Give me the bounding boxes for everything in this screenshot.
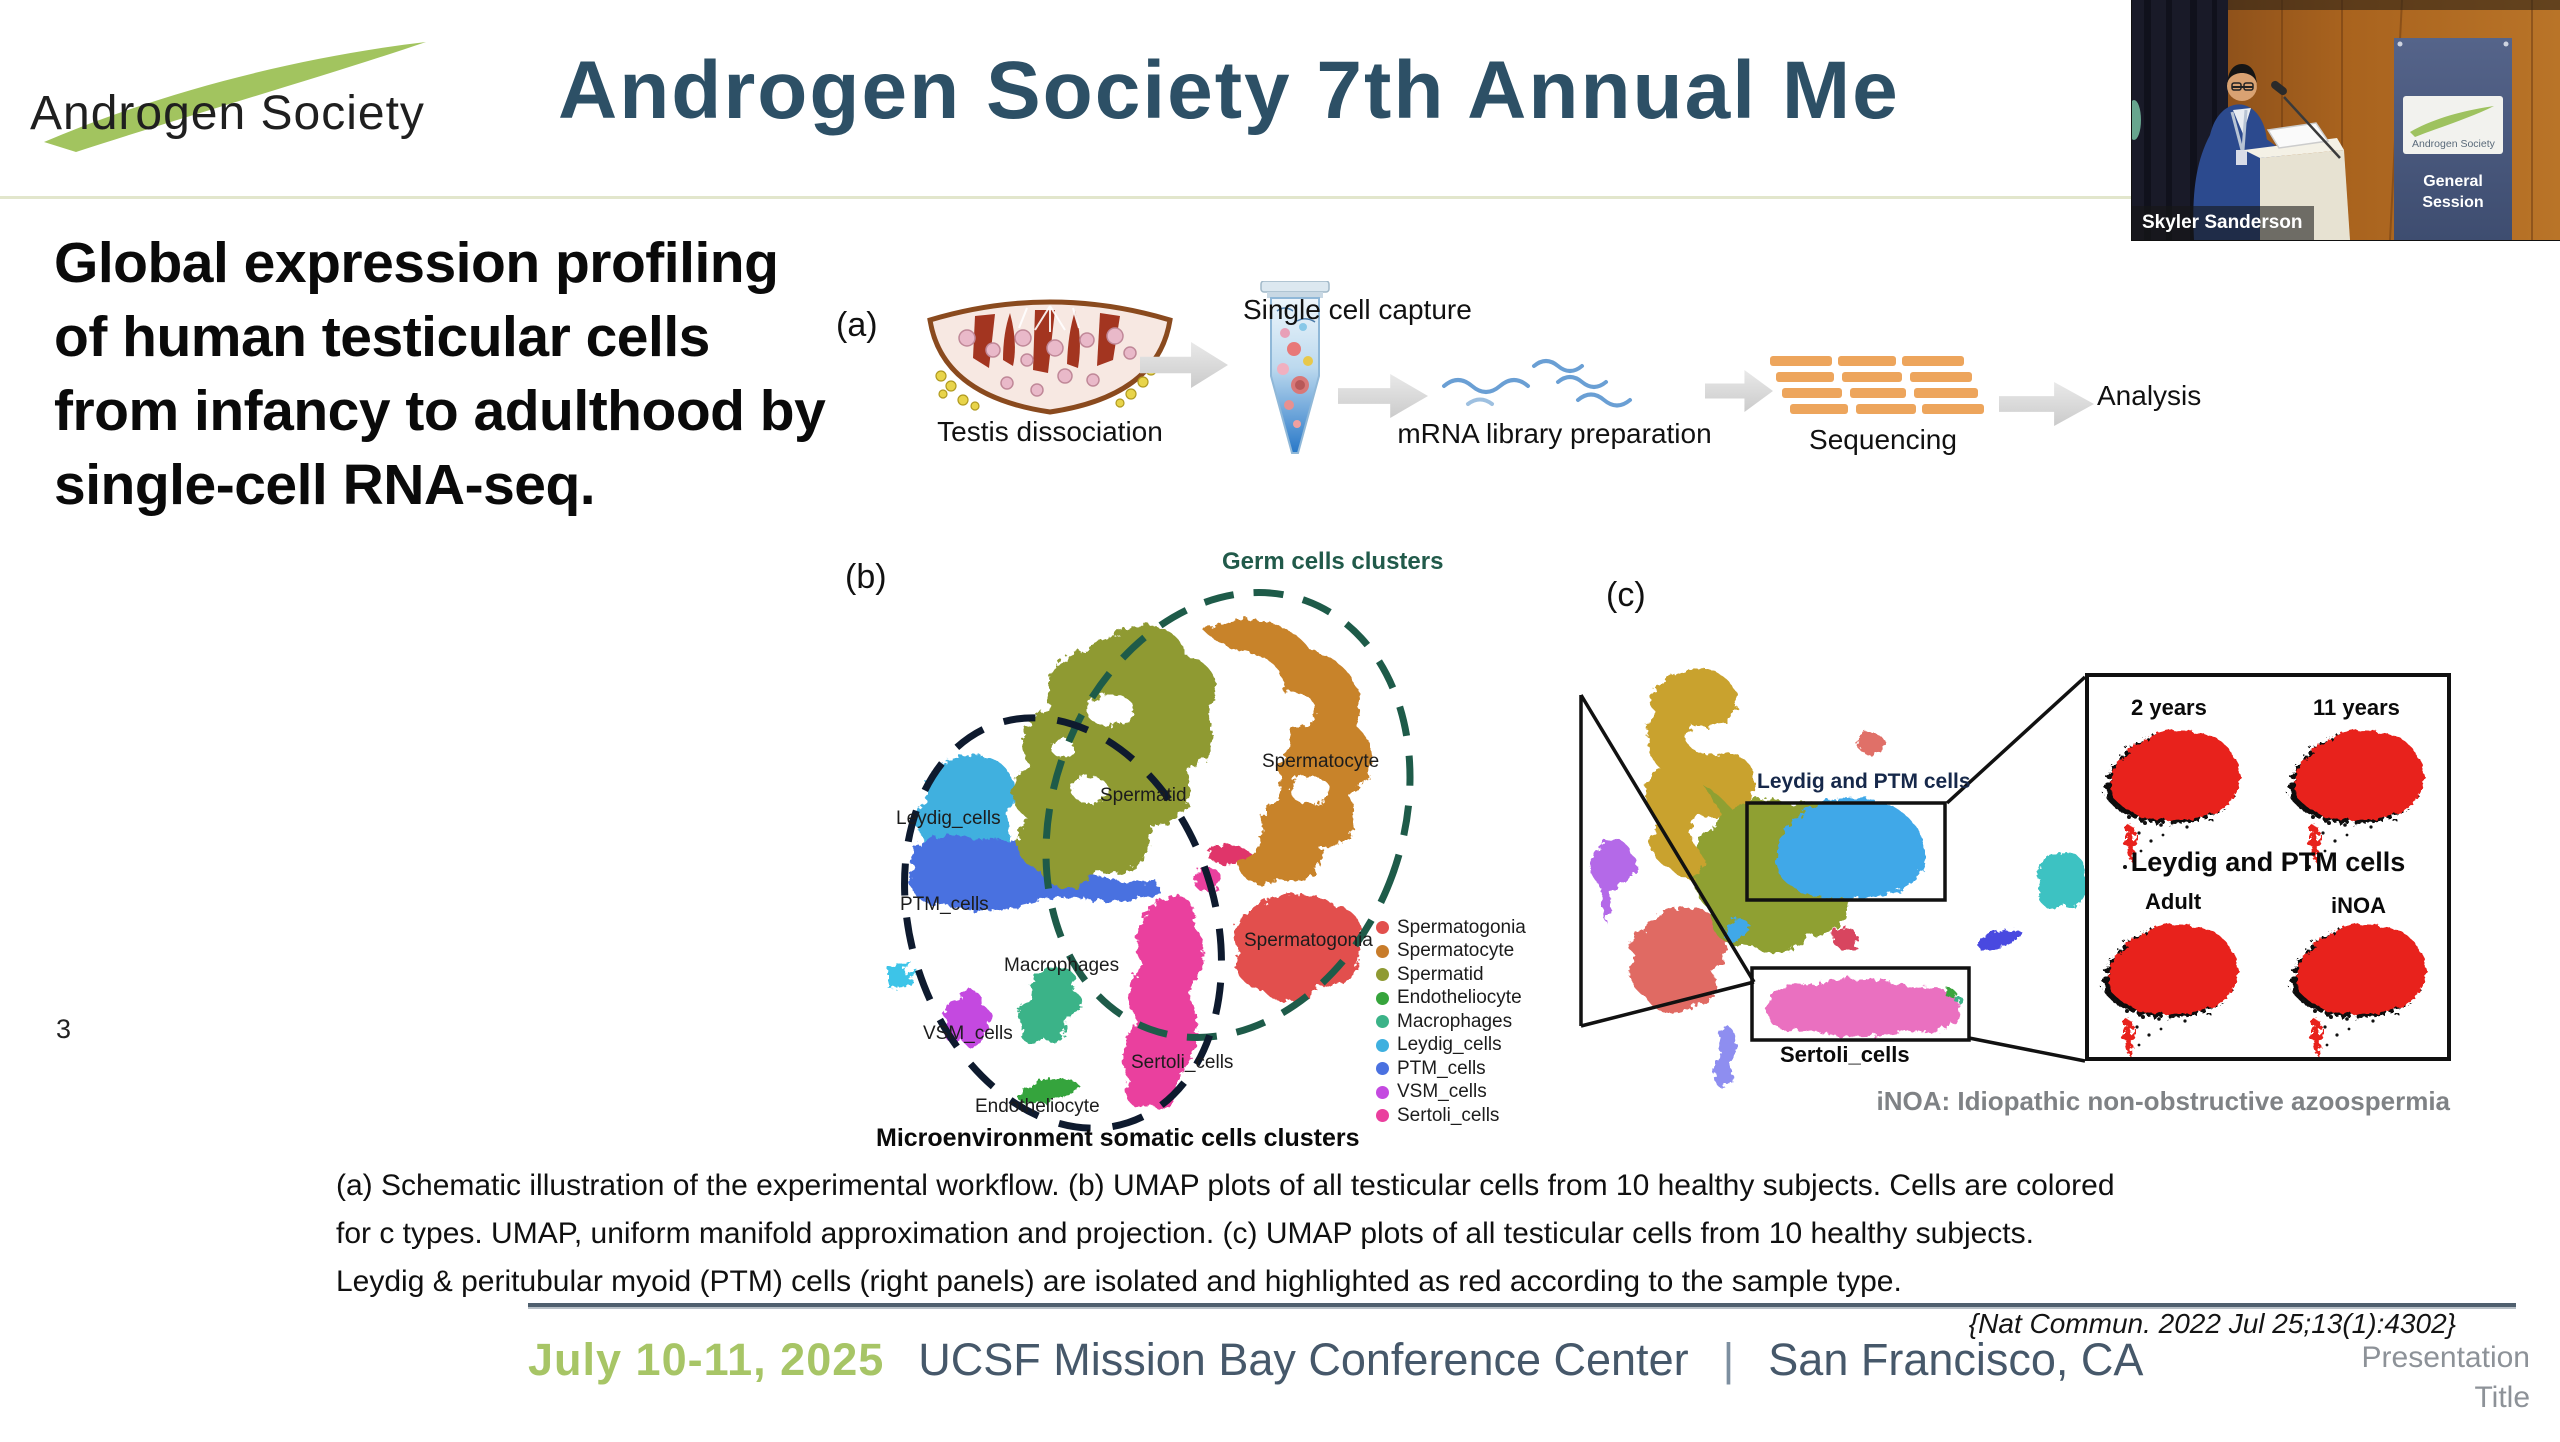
umap-panel-c <box>1579 669 2087 1089</box>
testis-illustration <box>927 299 1173 415</box>
banner-logo-text: Androgen Society <box>2412 138 2496 150</box>
tube-illustration <box>1260 281 1330 454</box>
legend-dot <box>1376 1109 1389 1123</box>
legend-item: Leydig_cells <box>1376 1034 1526 1058</box>
step-sequencing: Sequencing <box>1809 424 1957 455</box>
microphone-icon <box>2271 80 2341 159</box>
cluster-label-vsm: VSM_cells <box>923 1023 1013 1044</box>
arrow-right-icon <box>1999 382 2094 426</box>
legend-item: Macrophages <box>1376 1010 1526 1034</box>
cluster-label-leydig: Leydig_cells <box>896 808 1001 829</box>
sertoli-box-label: Sertoli_cells <box>1780 1042 1910 1067</box>
sample-comparison-inset: 2 years 11 years Leydig and PTM cells Ad… <box>2085 673 2451 1061</box>
inset-label-inoa: iNOA <box>2331 893 2386 918</box>
step-mrna-library: mRNA library preparation <box>1397 418 1712 449</box>
androgen-society-logo: Androgen Society <box>30 87 425 140</box>
figure-caption: (a) Schematic illustration of the experi… <box>336 1162 2115 1306</box>
cluster-label-ptm: PTM_cells <box>900 894 989 915</box>
legend-item: VSM_cells <box>1376 1081 1526 1105</box>
somatic-clusters-title: Microenvironment somatic cells clusters <box>876 1124 1360 1152</box>
banner-session-line1: General <box>2423 173 2483 190</box>
cluster-label-spermatocyte: Spermatocyte <box>1262 751 1380 772</box>
caption-line: Leydig & peritubular myoid (PTM) cells (… <box>336 1265 1902 1298</box>
panel-b-label: (b) <box>845 558 887 596</box>
cluster-label-sertoli: Sertoli_cells <box>1131 1052 1234 1073</box>
umap-panel-b <box>888 589 1414 1132</box>
caption-line: (a) Schematic illustration of the experi… <box>336 1169 2115 1202</box>
somatic-cluster-outline <box>901 714 1225 1132</box>
event-dates: July 10-11, 2025 <box>528 1334 885 1385</box>
step-analysis: Analysis <box>2097 380 2202 411</box>
logo-swoosh-icon <box>44 42 426 152</box>
caption-line: for c types. UMAP, uniform manifold appr… <box>336 1217 2034 1250</box>
arrow-right-icon <box>1338 374 1428 418</box>
cluster-label-spermatogonia: Spermatogonia <box>1244 930 1373 951</box>
sertoli-roi-box <box>1750 966 1971 1042</box>
banner-session-line2: Session <box>2422 194 2483 211</box>
cluster-label-macrophages: Macrophages <box>1004 955 1120 976</box>
legend-dot <box>1376 1038 1389 1052</box>
legend-dot <box>1376 1085 1389 1099</box>
legend-dot <box>1376 991 1389 1005</box>
inset-label-11-years: 11 years <box>2313 695 2400 720</box>
header-divider <box>0 196 2560 199</box>
footer-separator: | <box>1722 1334 1735 1385</box>
legend-dot <box>1376 1062 1389 1076</box>
step-single-cell-capture: Single cell capture <box>1243 294 1472 325</box>
panel-a-label: (a) <box>836 306 878 344</box>
presentation-title-placeholder: Presentation Title <box>2361 1341 2530 1414</box>
germ-cluster-outline <box>1042 589 1414 1041</box>
cluster-label-spermatid: Spermatid <box>1100 785 1187 806</box>
slide-title: Global expression profiling of human tes… <box>54 231 826 517</box>
leydig-ptm-roi-box <box>1745 801 1947 902</box>
legend-item: Endotheliocyte <box>1376 987 1526 1011</box>
panel-c-label: (c) <box>1606 576 1646 614</box>
umap-legend: Spermatogonia Spermatocyte Spermatid End… <box>1376 916 1526 1128</box>
page-number: 3 <box>56 1014 72 1044</box>
speaker-name-badge: Skyler Sanderson <box>2132 206 2314 240</box>
leydig-ptm-box-label: Leydig and PTM cells <box>1757 770 1971 793</box>
zoom-projection-lines <box>1579 675 2087 1063</box>
inset-label-adult: Adult <box>2145 889 2202 914</box>
cluster-label-endotheliocyte: Endotheliocyte <box>975 1096 1100 1117</box>
legend-item: Spermatogonia <box>1376 916 1526 940</box>
legend-dot <box>1376 944 1389 958</box>
speaker-video-tile[interactable]: Androgen Society General Session <box>2132 0 2560 240</box>
legend-item: Spermatid <box>1376 963 1526 987</box>
step-testis-dissociation: Testis dissociation <box>937 416 1163 447</box>
legend-item: Spermatocyte <box>1376 940 1526 964</box>
inoa-definition-note: iNOA: Idiopathic non-obstructive azoospe… <box>1876 1086 2451 1116</box>
banner-swoosh-icon <box>2410 106 2494 137</box>
legend-item: Sertoli_cells <box>1376 1104 1526 1128</box>
event-location: San Francisco, CA <box>1768 1334 2144 1385</box>
legend-dot <box>1376 1015 1389 1029</box>
inset-center-label: Leydig and PTM cells <box>2130 847 2406 877</box>
legend-dot <box>1376 921 1389 935</box>
legend-item: PTM_cells <box>1376 1057 1526 1081</box>
citation-reference: {Nat Commun. 2022 Jul 25;13(1):4302} <box>1968 1308 2456 1339</box>
event-venue: UCSF Mission Bay Conference Center <box>918 1334 1689 1385</box>
mrna-illustration <box>1442 359 1632 408</box>
speaker-video-frame: Androgen Society General Session <box>2132 0 2560 240</box>
meeting-title: Androgen Society 7th Annual Me <box>558 45 1900 136</box>
legend-dot <box>1376 968 1389 982</box>
germ-clusters-title: Germ cells clusters <box>1222 548 1444 575</box>
sequencing-illustration <box>1770 356 1984 414</box>
inset-label-2-years: 2 years <box>2131 695 2207 720</box>
footer-divider <box>528 1303 2516 1309</box>
footer-event-info: July 10-11, 2025 UCSF Mission Bay Confer… <box>528 1334 2143 1386</box>
